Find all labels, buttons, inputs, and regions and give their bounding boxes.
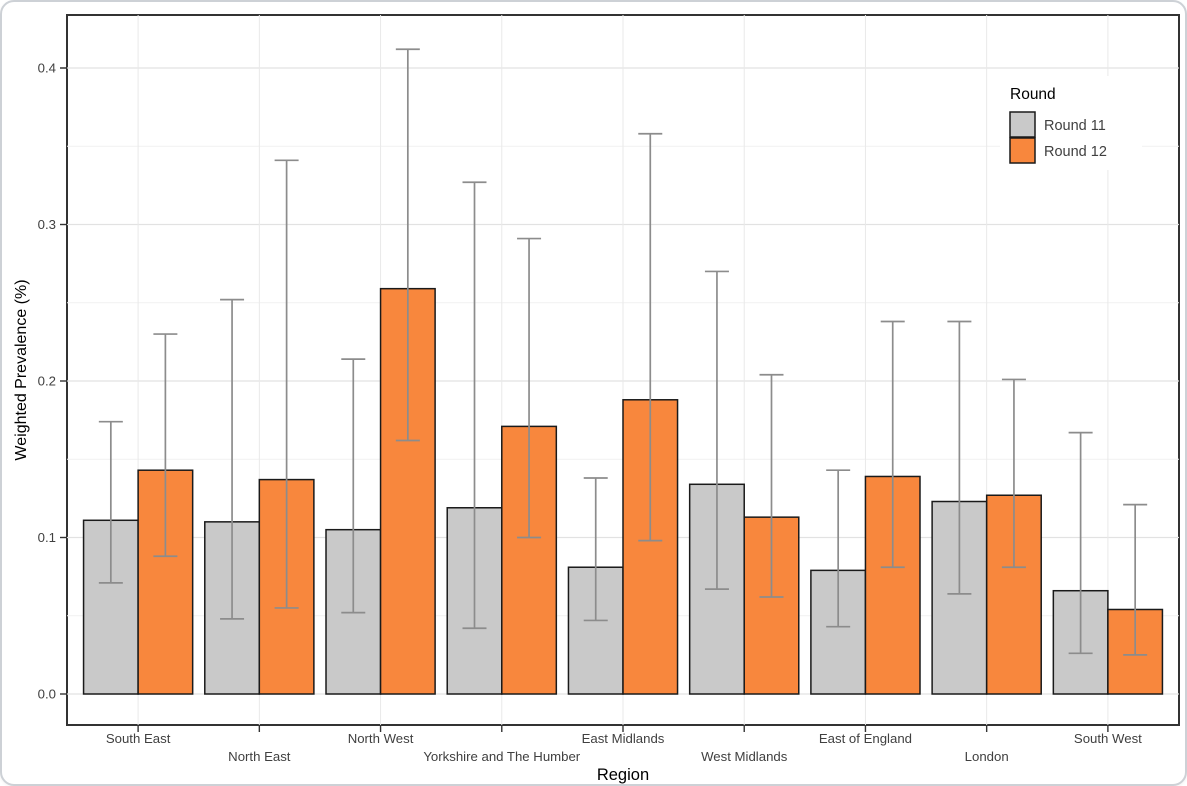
error-bar [947, 320, 972, 595]
error-bar [1068, 431, 1093, 655]
y-tick-label: 0.4 [38, 61, 56, 76]
x-tick-label: East of England [819, 731, 912, 746]
x-tick-label: East Midlands [582, 731, 665, 746]
y-axis-title: Weighted Prevalence (%) [13, 279, 30, 460]
legend-label-round-11: Round 11 [1044, 118, 1106, 134]
axes: 0.0 0.1 0.2 0.3 0.4 South East North East North… [13, 61, 1142, 785]
x-tick-label: South East [106, 731, 171, 746]
legend-title: Round [1010, 86, 1056, 103]
x-tick-label: West Midlands [701, 749, 788, 764]
y-tick-label: 0.3 [38, 217, 56, 232]
error-bar [704, 270, 729, 590]
legend-swatch-round-11 [1009, 111, 1036, 138]
error-bar [1001, 378, 1026, 569]
error-bar [462, 181, 487, 630]
error-bar [826, 469, 851, 628]
error-bar [98, 420, 123, 584]
x-tick-label: North East [228, 749, 291, 764]
error-bars [98, 48, 1148, 656]
y-tick-label: 0.1 [38, 530, 56, 545]
error-bar [220, 298, 245, 620]
error-bar [153, 333, 178, 558]
x-tick-label: North West [348, 731, 414, 746]
x-tick-label: South West [1074, 731, 1142, 746]
x-axis-title: Region [597, 766, 649, 784]
legend: Round Round 11 Round 12 [1000, 76, 1142, 170]
bars [82, 287, 1164, 695]
error-bar [759, 373, 784, 598]
error-bar [341, 358, 366, 614]
x-tick-label: Yorkshire and The Humber [423, 749, 580, 764]
error-bar [274, 159, 299, 609]
error-bar [583, 477, 608, 622]
legend-label-round-12: Round 12 [1044, 144, 1107, 160]
x-tick-label: London [965, 749, 1009, 764]
error-bar [880, 320, 905, 569]
error-bar [638, 132, 663, 542]
y-tick-label: 0.2 [38, 374, 56, 389]
error-bar [1123, 503, 1148, 656]
error-bar [517, 237, 542, 539]
error-bar [395, 48, 420, 442]
legend-swatch-round-12 [1009, 137, 1036, 164]
y-tick-label: 0.0 [38, 687, 56, 702]
